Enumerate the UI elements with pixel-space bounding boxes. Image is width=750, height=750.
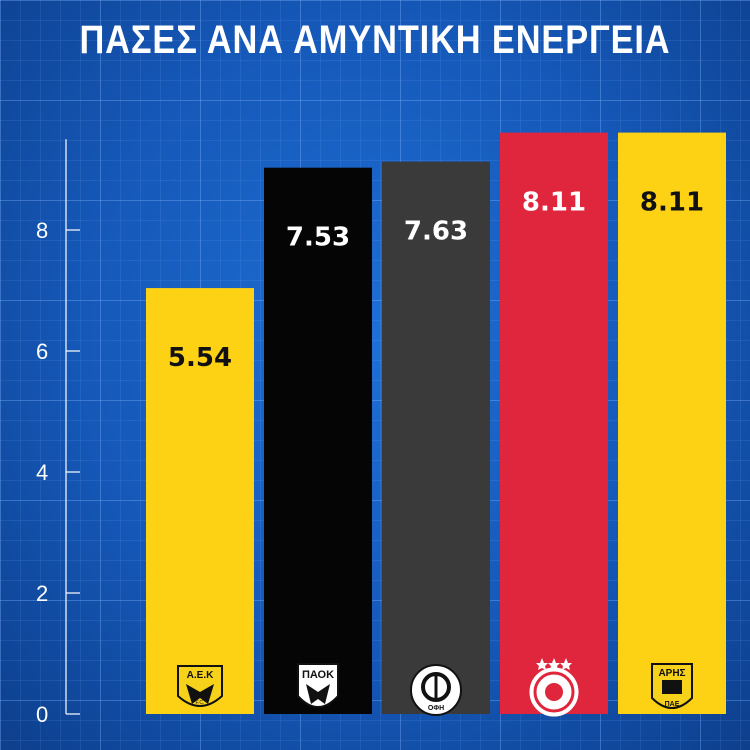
bar [382, 161, 490, 714]
bar-value-label: 8.11 [522, 188, 586, 218]
paok-logo-text: ΠΑΟΚ [302, 669, 334, 681]
team-logos: Α.Ε.Κ F.C. ΠΑΟΚ ΟΦΗ ΑΡΗΣ ΠΑΕ [177, 658, 693, 717]
y-axis: 0 2 4 6 8 [36, 139, 80, 727]
bar [618, 132, 726, 715]
y-tick-label: 8 [36, 218, 48, 243]
aek-logo-icon: Α.Ε.Κ F.C. [177, 665, 223, 707]
ofi-logo-icon: ΟΦΗ [410, 664, 462, 716]
bar-value-label: 7.53 [286, 223, 350, 253]
olympiacos-logo-icon [529, 658, 579, 717]
bar-value-label: 8.11 [640, 188, 704, 218]
aek-logo-text: Α.Ε.Κ [187, 670, 214, 681]
aris-logo-icon: ΑΡΗΣ ΠΑΕ [651, 663, 693, 709]
paok-logo-icon: ΠΑΟΚ [297, 663, 339, 708]
bar-value-label: 7.63 [404, 217, 468, 247]
y-tick-label: 4 [36, 460, 48, 485]
bar-value-labels: 5.54 7.53 7.63 8.11 8.11 [168, 188, 704, 373]
bar [146, 288, 254, 714]
y-tick-label: 2 [36, 581, 48, 606]
bar [264, 167, 372, 714]
ofi-logo-text: ΟΦΗ [428, 705, 444, 712]
y-tick-label: 0 [36, 702, 48, 727]
y-tick-label: 6 [36, 339, 48, 364]
aek-logo-subtext: F.C. [196, 700, 205, 706]
aris-logo-subtext: ΠΑΕ [665, 701, 680, 708]
aris-logo-text: ΑΡΗΣ [658, 668, 685, 679]
bars [146, 132, 726, 715]
bar [500, 132, 608, 715]
chart-title: ΠΑΣΕΣ ΑΝΑ ΑΜΥΝΤΙΚΗ ΕΝΕΡΓΕΙΑ [79, 18, 671, 62]
bar-value-label: 5.54 [168, 343, 232, 373]
